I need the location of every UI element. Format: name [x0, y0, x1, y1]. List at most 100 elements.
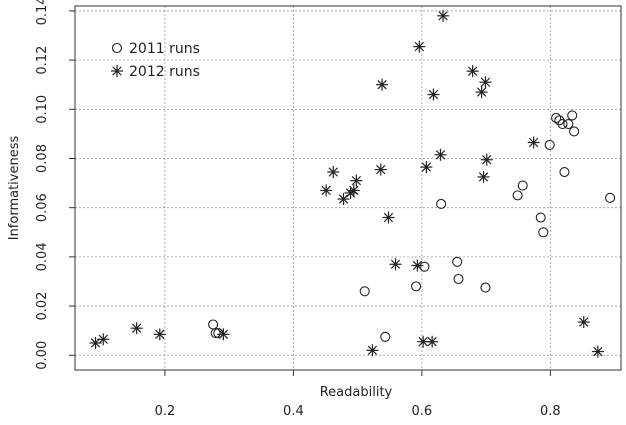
- data-point-2012: [389, 258, 402, 271]
- data-point-2011: [551, 112, 562, 123]
- asterisk-stroke: [376, 164, 386, 175]
- x-tick-label: 0.6: [412, 404, 433, 419]
- data-point-2011: [512, 190, 523, 201]
- data-point-2011: [517, 180, 528, 191]
- data-point-2011: [563, 119, 574, 130]
- asterisk-stroke: [478, 172, 489, 182]
- data-point-2012: [479, 76, 492, 89]
- legend: 2011 runs 2012 runs: [111, 41, 200, 80]
- asterisk-stroke: [367, 345, 378, 355]
- asterisk-stroke: [418, 337, 428, 347]
- x-axis-title: Readability: [320, 385, 393, 400]
- grid-lines: [75, 6, 621, 370]
- asterisk-stroke: [428, 89, 439, 100]
- asterisk-stroke: [351, 175, 362, 186]
- y-axis-ticks: 0.00 0.02 0.04 0.06 0.08 0.10 0.12 0.14: [35, 0, 75, 370]
- y-tick-label: 0.06: [35, 193, 50, 222]
- data-point-2012: [327, 166, 340, 179]
- asterisk-marker-icon: [111, 65, 123, 77]
- asterisk-stroke: [438, 11, 448, 21]
- data-point-2011: [605, 192, 616, 203]
- asterisk-stroke: [90, 338, 101, 348]
- data-point-2011: [567, 110, 578, 121]
- asterisk-stroke: [476, 87, 487, 97]
- asterisk-stroke: [349, 185, 359, 196]
- data-point-2012: [411, 259, 424, 272]
- data-point-2012: [466, 65, 479, 78]
- asterisk-stroke: [321, 185, 331, 196]
- asterisk-stroke: [421, 162, 432, 172]
- data-point-2011: [419, 261, 430, 272]
- plot-frame: [74, 5, 622, 371]
- y-tick-label: 0.12: [35, 46, 50, 75]
- data-point-2012: [434, 148, 447, 161]
- data-point-2012: [437, 9, 450, 22]
- y-tick-label: 0.08: [35, 144, 50, 173]
- data-point-2012: [337, 193, 350, 206]
- data-point-2011: [436, 198, 447, 210]
- asterisk-stroke: [328, 167, 338, 177]
- asterisk-stroke: [467, 66, 478, 76]
- data-point-2011: [359, 286, 370, 297]
- asterisk-stroke: [155, 329, 165, 340]
- asterisk-stroke: [482, 155, 492, 165]
- y-axis-title: Informativeness: [7, 136, 22, 241]
- asterisk-stroke: [414, 41, 424, 52]
- data-point-2012: [374, 163, 387, 176]
- data-point-2012: [427, 88, 440, 101]
- asterisk-stroke: [131, 323, 142, 333]
- data-point-2011: [557, 119, 568, 130]
- data-point-2012: [477, 170, 490, 183]
- asterisk-stroke: [383, 212, 394, 223]
- asterisk-stroke: [377, 80, 387, 90]
- asterisk-stroke: [390, 259, 401, 269]
- data-point-2011: [544, 139, 555, 151]
- data-point-2012: [366, 344, 379, 357]
- data-point-2012: [413, 40, 426, 53]
- legend-label-2011: 2011 runs: [129, 41, 200, 57]
- asterisk-stroke: [593, 346, 603, 357]
- data-point-2011: [538, 227, 549, 238]
- data-point-2012: [376, 78, 389, 91]
- asterisk-stroke: [112, 66, 122, 76]
- asterisk-stroke: [480, 77, 491, 87]
- data-point-2012: [420, 161, 433, 174]
- legend-item-2011: 2011 runs: [111, 41, 200, 57]
- data-point-2012: [347, 184, 360, 197]
- data-point-2012: [426, 335, 439, 348]
- y-tick-label: 0.02: [35, 292, 50, 321]
- circle-marker-icon: [111, 42, 123, 54]
- data-point-2012: [527, 136, 540, 149]
- y-tick-label: 0.00: [35, 341, 50, 370]
- asterisk-stroke: [218, 329, 229, 340]
- data-points: [89, 9, 616, 358]
- data-point-2011: [569, 126, 580, 137]
- data-point-2012: [577, 316, 590, 329]
- data-point-2012: [97, 333, 110, 346]
- y-tick-label: 0.10: [35, 95, 50, 124]
- data-point-2011: [554, 115, 565, 126]
- x-tick-label: 0.8: [540, 404, 561, 419]
- asterisk-stroke: [427, 337, 437, 347]
- data-point-2012: [382, 211, 395, 224]
- asterisk-stroke: [338, 194, 349, 204]
- asterisk-stroke: [98, 334, 108, 344]
- asterisk-stroke: [412, 260, 423, 271]
- data-point-2012: [130, 322, 143, 335]
- data-point-2012: [320, 184, 333, 197]
- data-point-2011: [452, 256, 463, 267]
- data-point-2011: [535, 212, 546, 223]
- data-point-2012: [480, 153, 493, 166]
- data-point-2012: [217, 328, 230, 341]
- data-point-2011: [208, 319, 219, 330]
- x-axis-ticks: 0.2 0.4 0.6 0.8: [155, 370, 561, 419]
- data-point-2012: [475, 86, 488, 99]
- asterisk-stroke: [435, 150, 446, 160]
- data-point-2011: [380, 331, 391, 342]
- y-tick-label: 0.04: [35, 242, 50, 271]
- legend-item-2012: 2012 runs: [111, 64, 200, 80]
- data-point-2011: [453, 273, 464, 285]
- y-tick-label: 0.14: [35, 0, 50, 25]
- data-point-2012: [153, 328, 166, 341]
- asterisk-stroke: [528, 137, 539, 148]
